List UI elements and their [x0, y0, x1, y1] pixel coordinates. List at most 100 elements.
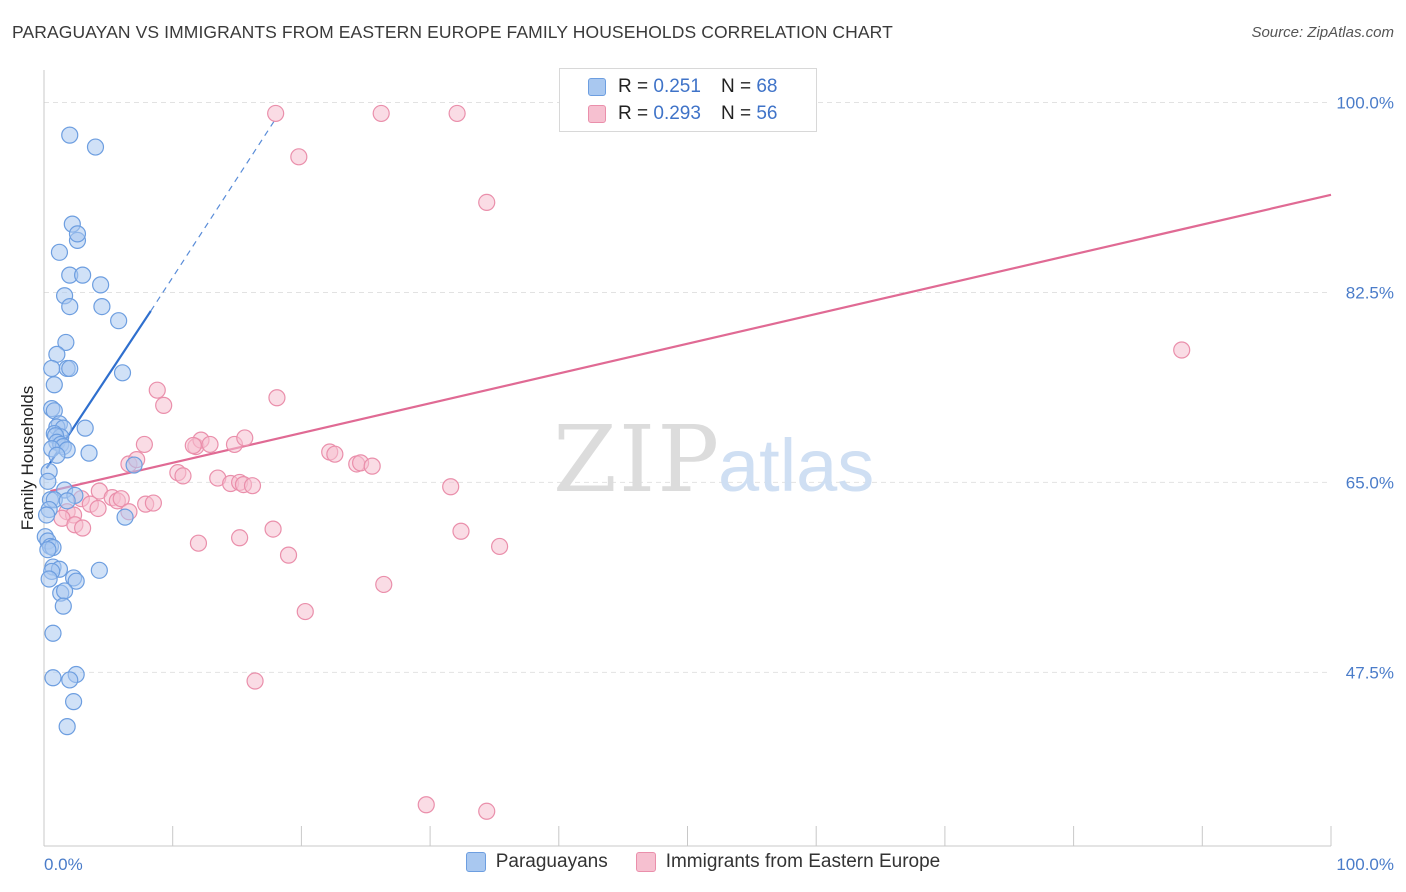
eastern-europe-point	[279, 546, 298, 564]
paraguayan-point	[68, 225, 87, 243]
eastern-europe-point	[268, 389, 286, 407]
watermark: ZIP atlas	[553, 406, 874, 513]
paraguayan-point	[61, 671, 79, 689]
x-tick-label: 100.0%	[1336, 855, 1394, 874]
legend-item-paraguayans[interactable]: Paraguayans	[465, 851, 608, 873]
y-tick-label: 100.0%	[1336, 94, 1394, 113]
eastern-europe-point	[478, 193, 496, 212]
legend-swatch-pink	[635, 852, 656, 872]
series-legend: Paraguayans Immigrants from Eastern Euro…	[0, 851, 1406, 873]
eastern-europe-point	[144, 494, 162, 512]
legend-label-eastern-europe: Immigrants from Eastern Europe	[665, 851, 941, 872]
paraguayan-point	[55, 582, 74, 600]
paraguayan-point	[67, 572, 85, 590]
paraguayan-point	[50, 243, 69, 261]
paraguayan-point	[58, 718, 76, 736]
paraguayan-point	[48, 446, 66, 464]
chart-source: Source: ZipAtlas.com	[1251, 24, 1394, 41]
eastern-europe-point	[112, 490, 130, 508]
paraguayan-point	[90, 561, 108, 579]
paraguayan-point	[76, 419, 94, 437]
legend-label-paraguayans: Paraguayans	[495, 851, 608, 872]
eastern-europe-point	[264, 520, 282, 538]
legend-n-value: 56	[756, 103, 778, 124]
data-points	[36, 104, 1191, 820]
eastern-europe-point	[452, 522, 470, 540]
correlation-legend: R = 0.251 N = 68 R = 0.293 N = 56	[559, 68, 817, 132]
y-tick-label: 47.5%	[1346, 663, 1394, 682]
paraguayan-point	[61, 297, 79, 316]
legend-r-label: R =	[618, 103, 649, 124]
eastern-europe-point	[1173, 341, 1191, 359]
paraguayan-point	[43, 359, 61, 378]
y-tick-label: 65.0%	[1346, 473, 1394, 492]
paraguayan-point	[110, 312, 128, 330]
paraguayan-point	[39, 541, 57, 559]
paraguayan-point	[37, 506, 56, 524]
legend-n-label: N =	[720, 103, 752, 124]
eastern-europe-point	[448, 104, 466, 123]
eastern-europe-point	[326, 445, 344, 463]
paraguayan-point	[58, 492, 76, 510]
x-tick-label: 0.0%	[44, 855, 83, 874]
paraguayan-point	[65, 693, 83, 711]
legend-row-paraguayans: R = 0.251 N = 68	[588, 75, 777, 99]
legend-row-eastern-europe: R = 0.293 N = 56	[588, 102, 777, 126]
paraguayan-point	[86, 138, 105, 156]
paraguayan-point	[74, 266, 92, 284]
paraguayan-point	[93, 297, 111, 316]
paraguayan-point	[57, 333, 75, 352]
legend-swatch-blue	[465, 852, 486, 872]
eastern-europe-point	[372, 104, 390, 123]
paraguayan-point	[40, 570, 58, 588]
chart-title: PARAGUAYAN VS IMMIGRANTS FROM EASTERN EU…	[12, 22, 893, 42]
paraguayan-point	[54, 597, 72, 615]
eastern-europe-point	[267, 104, 285, 123]
eastern-europe-point	[184, 436, 202, 455]
paraguayan-point	[44, 624, 62, 642]
eastern-europe-point	[201, 435, 219, 454]
legend-r-value: 0.293	[653, 103, 701, 124]
paraguayan-point	[44, 669, 62, 687]
eastern-europe-point	[363, 457, 381, 475]
watermark-zip: ZIP	[553, 406, 721, 513]
eastern-europe-point	[246, 672, 264, 690]
eastern-europe-point	[189, 534, 208, 552]
eastern-europe-point	[243, 477, 262, 495]
legend-r-label: R =	[618, 76, 649, 97]
eastern-europe-point	[490, 537, 509, 556]
paraguayan-point	[113, 364, 132, 382]
paraguayan-point	[92, 276, 110, 294]
legend-n-label: N =	[720, 76, 752, 97]
eastern-europe-trend-line	[50, 193, 1332, 493]
eastern-europe-point	[290, 148, 308, 166]
paraguayan-point	[116, 508, 134, 526]
paraguayan-point	[45, 376, 63, 394]
eastern-europe-point	[236, 429, 254, 447]
eastern-europe-point	[442, 478, 460, 496]
eastern-europe-point	[155, 396, 173, 414]
paraguayan-point	[61, 359, 79, 378]
y-axis-label: Family Households	[18, 386, 37, 531]
paraguayan-point	[39, 472, 57, 490]
grid-lines	[44, 102, 1331, 673]
paraguayan-point	[61, 126, 79, 144]
eastern-europe-point	[296, 602, 314, 621]
legend-swatch-blue	[588, 78, 606, 96]
paraguayan-trend-extension	[150, 118, 277, 312]
watermark-atlas: atlas	[718, 424, 874, 507]
eastern-europe-point	[135, 435, 153, 454]
eastern-europe-point	[74, 519, 92, 537]
eastern-europe-point	[148, 381, 166, 399]
paraguayan-point	[80, 444, 98, 462]
legend-n-value: 68	[756, 76, 778, 97]
legend-item-eastern-europe[interactable]: Immigrants from Eastern Europe	[635, 851, 941, 873]
legend-r-value: 0.251	[653, 76, 701, 97]
eastern-europe-point	[417, 796, 435, 814]
eastern-europe-point	[375, 575, 393, 594]
legend-swatch-pink	[588, 105, 606, 123]
axes	[43, 70, 1332, 847]
eastern-europe-point	[478, 802, 496, 820]
eastern-europe-point	[174, 467, 192, 485]
